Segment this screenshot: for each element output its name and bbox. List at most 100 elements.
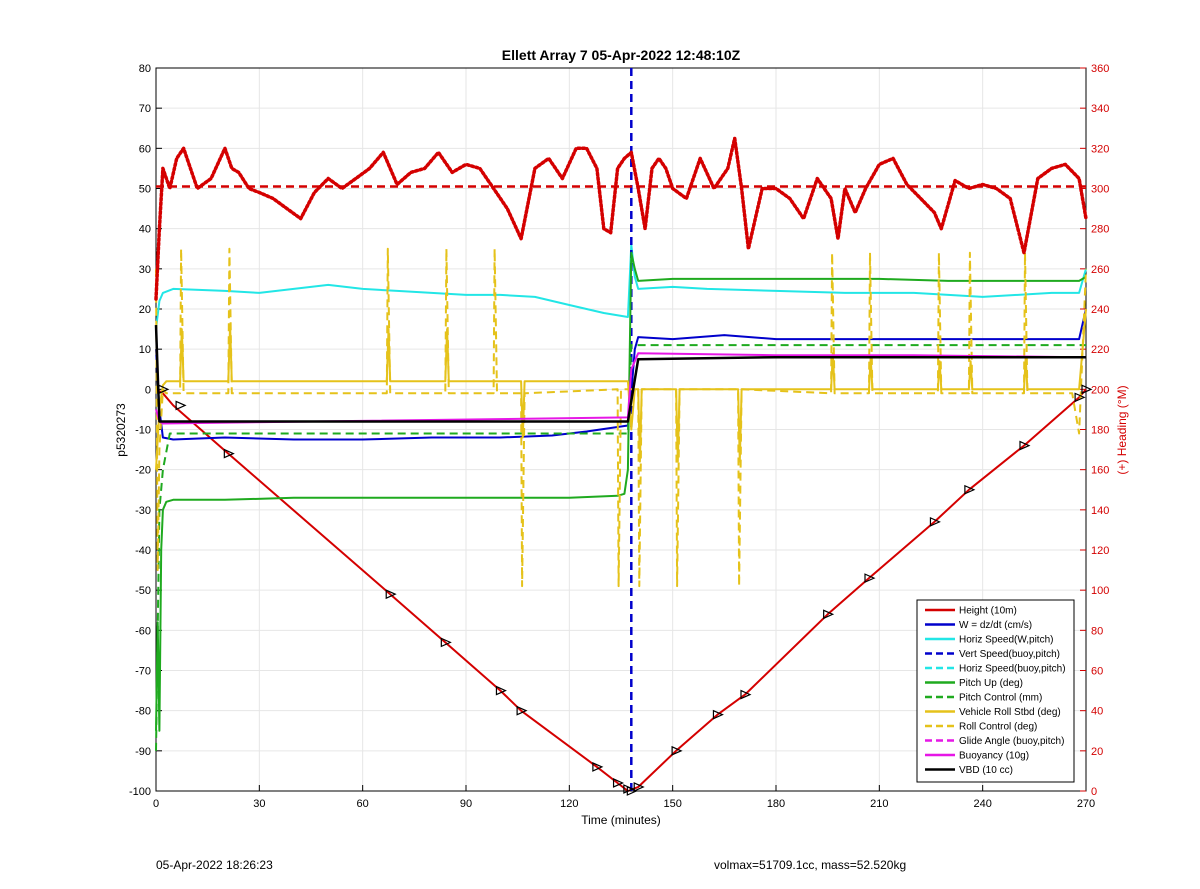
x-axis-label: Time (minutes) (581, 813, 661, 827)
legend: Height (10m) W = dz/dt (cm/s) Horiz Speed(… (916, 599, 1075, 783)
height-marker (633, 782, 645, 792)
x-tick-label: 90 (460, 798, 472, 810)
y-tick-label: 80 (139, 63, 151, 75)
y-tick-label: -70 (135, 666, 151, 678)
y-tick-label: -10 (135, 425, 151, 437)
x-tick-label: 180 (767, 798, 785, 810)
series-line (155, 247, 1087, 588)
height-marker (612, 778, 625, 788)
series-7 (155, 247, 1087, 588)
footer-specs: volmax=51709.1cc, mass=52.520kg (714, 858, 907, 872)
y-tick-label: 70 (139, 103, 151, 115)
series-5 (155, 344, 1086, 751)
height-marker (864, 573, 876, 584)
legend-label: Horiz Speed(buoy,pitch) (959, 664, 1066, 675)
series-line (155, 243, 1087, 330)
y-tick-label: -60 (135, 625, 151, 637)
x-tick-label: 120 (560, 798, 578, 810)
series-10 (154, 136, 1088, 301)
height-marker (175, 400, 187, 411)
series-line (155, 251, 1087, 732)
height-marker (440, 637, 452, 648)
series-9 (154, 325, 1086, 423)
y2-axis-label: (+) Heading (°M) (1115, 385, 1129, 474)
height-marker (495, 685, 507, 696)
y2-tick-label: 40 (1091, 706, 1103, 718)
y2-tick-label: 100 (1091, 585, 1109, 597)
y-tick-label: 40 (139, 224, 151, 236)
x-tick-label: 210 (870, 798, 888, 810)
height-marker (740, 689, 752, 700)
y-tick-label: 30 (139, 264, 151, 276)
series-line (154, 136, 1088, 301)
y2-tick-label: 240 (1091, 304, 1109, 316)
height-marker (592, 761, 604, 772)
y2-tick-label: 20 (1091, 746, 1103, 758)
legend-label: Pitch Control (mm) (959, 693, 1042, 704)
height-marker (626, 786, 638, 796)
y-tick-label: 60 (139, 143, 151, 155)
height-marker (929, 516, 941, 527)
y2-tick-label: 140 (1091, 505, 1109, 517)
height-marker (516, 705, 528, 716)
height-markers (158, 384, 1093, 796)
y2-tick-label: 160 (1091, 465, 1109, 477)
y-tick-label: -30 (135, 505, 151, 517)
legend-box (916, 599, 1075, 783)
legend-label: Pitch Up (deg) (959, 678, 1023, 689)
legend-label: Vehicle Roll Stbd (deg) (959, 707, 1061, 718)
legend-label: Glide Angle (buoy,pitch) (959, 736, 1064, 747)
height-marker (223, 448, 235, 459)
y2-tick-label: 80 (1091, 625, 1103, 637)
y2-tick-label: 360 (1091, 63, 1109, 75)
chart-title: Ellett Array 7 05-Apr-2022 12:48:10Z (502, 47, 741, 63)
y-tick-label: 0 (145, 384, 151, 396)
height-marker (823, 609, 835, 620)
y2-tick-label: 200 (1091, 384, 1109, 396)
x-tick-label: 240 (973, 798, 991, 810)
legend-label: Horiz Speed(W,pitch) (959, 635, 1053, 646)
y-tick-label: -90 (135, 746, 151, 758)
y2-tick-label: 60 (1091, 666, 1103, 678)
series-line (155, 344, 1086, 751)
height-marker (385, 589, 397, 600)
y2-tick-label: 320 (1091, 143, 1109, 155)
x-tick-label: 270 (1077, 798, 1095, 810)
x-tick-label: 60 (357, 798, 369, 810)
height-marker (1074, 392, 1086, 403)
height-marker (158, 384, 170, 395)
legend-label: W = dz/dt (cm/s) (959, 620, 1032, 631)
height-marker (671, 745, 683, 756)
series-2 (155, 243, 1087, 330)
height-marker (1081, 384, 1093, 395)
series-4 (155, 251, 1087, 732)
y-axis-label: p5320273 (114, 403, 128, 457)
y-tick-label: -80 (135, 706, 151, 718)
y2-tick-label: 260 (1091, 264, 1109, 276)
y2-tick-label: 220 (1091, 344, 1109, 356)
y2-tick-label: 120 (1091, 545, 1109, 557)
y2-tick-label: 340 (1091, 103, 1109, 115)
y-tick-label: 20 (139, 304, 151, 316)
y2-tick-label: 280 (1091, 224, 1109, 236)
y-tick-label: 50 (139, 184, 151, 196)
y-tick-label: -40 (135, 545, 151, 557)
y-tick-label: 10 (139, 344, 151, 356)
y2-tick-label: 0 (1091, 786, 1097, 798)
height-marker (1019, 440, 1031, 451)
x-tick-label: 30 (253, 798, 265, 810)
y-tick-label: -20 (135, 465, 151, 477)
height-marker (712, 709, 724, 720)
y2-tick-label: 180 (1091, 425, 1109, 437)
height-marker (964, 484, 976, 495)
y-tick-label: -50 (135, 585, 151, 597)
legend-label: Buoyancy (10g) (959, 751, 1029, 762)
footer-timestamp: 05-Apr-2022 18:26:23 (156, 858, 273, 872)
legend-label: Height (10m) (959, 606, 1017, 617)
series-line (154, 325, 1086, 423)
y-tick-label: -100 (129, 786, 151, 798)
y2-tick-label: 300 (1091, 184, 1109, 196)
legend-label: Vert Speed(buoy,pitch) (959, 649, 1060, 660)
axis-ticks: 0 30 60 90 120 150 180 210 240 270-100-90-80-70-6… (129, 63, 1109, 810)
